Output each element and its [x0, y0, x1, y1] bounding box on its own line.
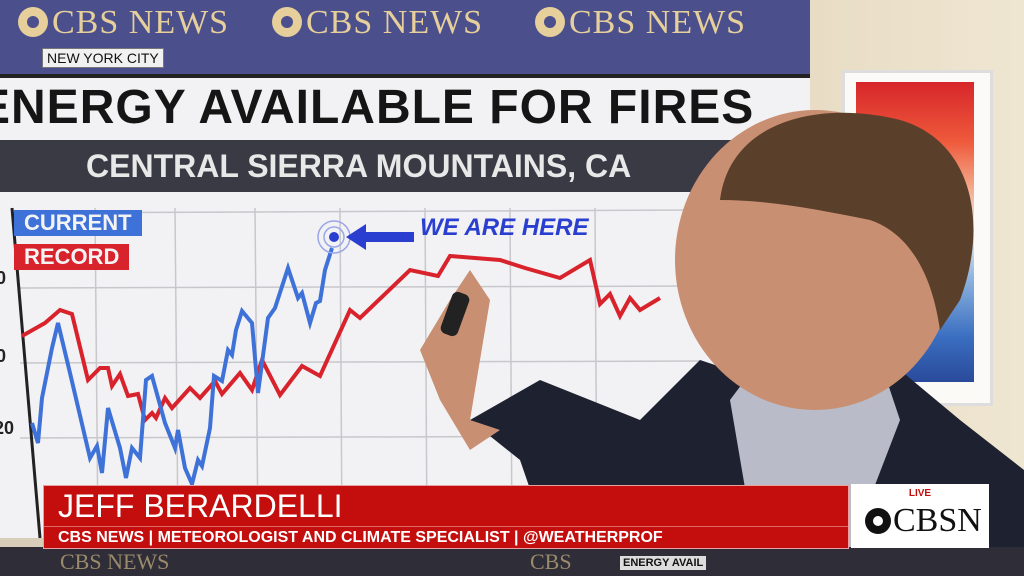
- cbs-eye-icon: [18, 7, 48, 37]
- presenter-name: JEFF BERARDELLI: [58, 488, 343, 524]
- screen-title: ENERGY AVAILABLE FOR FIRES: [0, 81, 755, 134]
- monitor-preview-text: ENERGY AVAIL: [620, 556, 707, 570]
- chart-graphic: [10, 207, 701, 538]
- current-line: [30, 247, 334, 491]
- cbs-news-logo: CBS NEWS: [18, 4, 229, 42]
- monitor-logo: CBS: [530, 549, 572, 574]
- arrow-left-icon: [346, 224, 414, 250]
- studio-floor: [0, 547, 1024, 576]
- lower-third: JEFF BERARDELLI CBS NEWS | METEOROLOGIST…: [43, 485, 849, 549]
- cbs-news-logo: CBS NEWS: [535, 4, 746, 42]
- subtitle-band: CENTRAL SIERRA MOUNTAINS, CA: [0, 140, 810, 192]
- location-pulse-icon: [317, 220, 351, 254]
- cbsn-bug: LIVE CBSN: [851, 484, 989, 548]
- cbs-eye-icon: [865, 508, 891, 534]
- screen-subtitle: CENTRAL SIERRA MOUNTAINS, CA: [86, 148, 632, 184]
- legend-current: CURRENT: [14, 210, 142, 236]
- y-tick: 0: [0, 268, 7, 288]
- monitor-logo: CBS NEWS: [60, 549, 170, 574]
- live-label: LIVE: [908, 488, 932, 499]
- y-tick: 0: [0, 346, 7, 366]
- record-line: [21, 253, 662, 424]
- cbs-news-logo: CBS NEWS: [272, 4, 483, 42]
- legend-record: RECORD: [14, 244, 130, 270]
- cbs-eye-icon: [272, 7, 302, 37]
- y-tick: 20: [0, 418, 15, 438]
- presenter-role: CBS NEWS | METEOROLOGIST AND CLIMATE SPE…: [44, 526, 848, 548]
- cbs-eye-icon: [535, 7, 565, 37]
- we-are-here-label: WE ARE HERE: [420, 214, 589, 241]
- location-tag: NEW YORK CITY: [42, 48, 164, 68]
- cbsn-logo: CBSN: [865, 502, 982, 540]
